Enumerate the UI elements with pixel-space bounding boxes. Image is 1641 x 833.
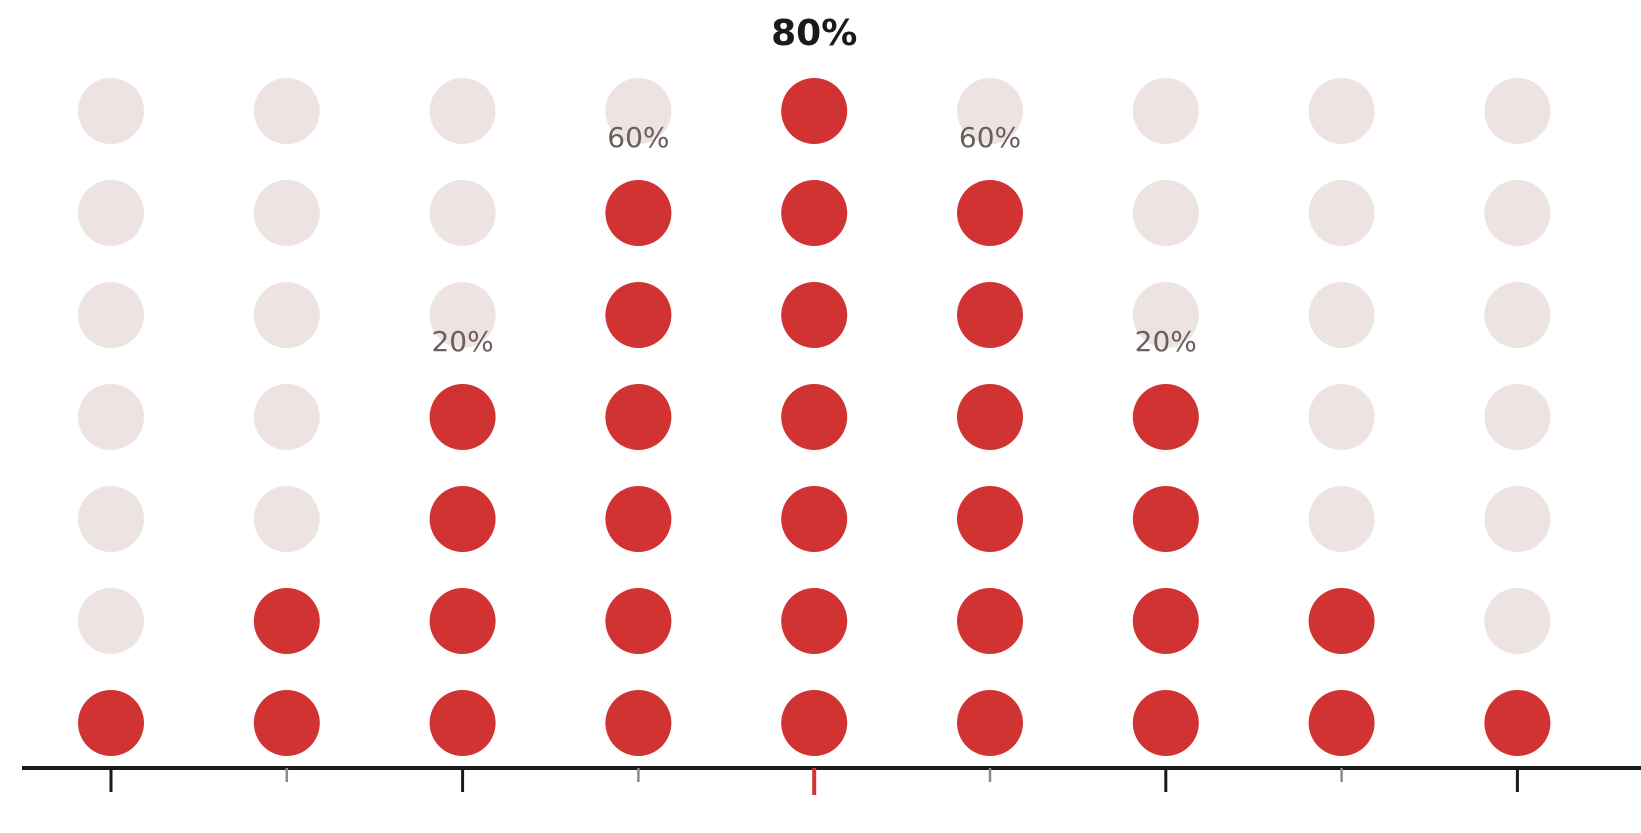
empty-dot — [1308, 180, 1375, 246]
filled-dot — [429, 486, 496, 552]
x-axis — [22, 766, 1641, 795]
filled-dot — [605, 384, 672, 450]
filled-dot — [957, 282, 1023, 348]
empty-dot — [429, 282, 496, 348]
filled-dot — [253, 690, 320, 756]
filled-dot — [1132, 384, 1199, 450]
percentage-label: 20% — [1135, 325, 1197, 358]
empty-dot — [253, 486, 320, 552]
filled-dot — [781, 486, 848, 552]
filled-dot — [605, 180, 672, 246]
empty-dot — [1484, 78, 1551, 144]
filled-dot — [957, 384, 1023, 450]
empty-dot — [1308, 282, 1375, 348]
filled-dot — [1308, 690, 1375, 756]
filled-dot — [957, 588, 1023, 654]
empty-dot — [429, 180, 496, 246]
empty-dot — [1132, 282, 1199, 348]
filled-dot — [605, 588, 672, 654]
filled-dot — [957, 486, 1023, 552]
empty-dot — [1132, 180, 1199, 246]
empty-dot — [1308, 486, 1375, 552]
filled-dot — [1484, 690, 1551, 756]
empty-dot — [429, 78, 496, 144]
filled-dot — [957, 180, 1023, 246]
filled-dot — [781, 384, 848, 450]
empty-dot — [78, 588, 144, 654]
dot-grid — [78, 78, 1551, 756]
empty-dot — [253, 384, 320, 450]
filled-dot — [429, 588, 496, 654]
empty-dot — [1484, 282, 1551, 348]
empty-dot — [253, 78, 320, 144]
empty-dot — [1484, 486, 1551, 552]
empty-dot — [78, 282, 144, 348]
filled-dot — [1132, 486, 1199, 552]
filled-dot — [605, 690, 672, 756]
percentage-label: 20% — [431, 325, 493, 358]
filled-dot — [781, 282, 848, 348]
filled-dot — [605, 486, 672, 552]
empty-dot — [78, 78, 144, 144]
empty-dot — [1484, 180, 1551, 246]
filled-dot — [1132, 588, 1199, 654]
filled-dot — [781, 690, 848, 756]
empty-dot — [78, 180, 144, 246]
filled-dot — [957, 690, 1023, 756]
empty-dot — [1308, 78, 1375, 144]
empty-dot — [1132, 78, 1199, 144]
filled-dot — [429, 384, 496, 450]
empty-dot — [253, 180, 320, 246]
empty-dot — [1484, 384, 1551, 450]
filled-dot — [253, 588, 320, 654]
filled-dot — [781, 78, 848, 144]
filled-dot — [1132, 690, 1199, 756]
filled-dot — [78, 690, 144, 756]
empty-dot — [1308, 384, 1375, 450]
empty-dot — [78, 486, 144, 552]
percentage-label: 60% — [607, 121, 669, 154]
filled-dot — [429, 690, 496, 756]
empty-dot — [78, 384, 144, 450]
filled-dot — [781, 588, 848, 654]
filled-dot — [605, 282, 672, 348]
filled-dot — [781, 180, 848, 246]
empty-dot — [605, 78, 672, 144]
percentage-labels: 20% 60% 80% 60% 20% — [431, 13, 1196, 358]
percentage-label: 60% — [959, 121, 1021, 154]
filled-dot — [1308, 588, 1375, 654]
empty-dot — [253, 282, 320, 348]
empty-dot — [1484, 588, 1551, 654]
empty-dot — [957, 78, 1023, 144]
percentage-label: 80% — [771, 13, 857, 54]
